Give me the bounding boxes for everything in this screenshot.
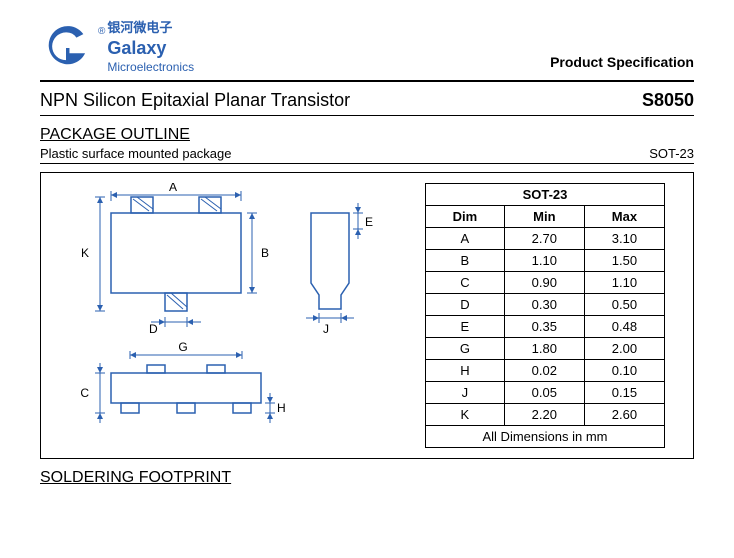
- package-svg: A B K D: [51, 183, 411, 443]
- package-subbar: Plastic surface mounted package SOT-23: [40, 146, 694, 164]
- brand-block: ® 银河微电子 Galaxy Microelectronics: [40, 20, 550, 76]
- title-bar: NPN Silicon Epitaxial Planar Transistor …: [40, 82, 694, 116]
- brand-english1: Galaxy: [107, 37, 194, 60]
- table-footer: All Dimensions in mm: [426, 425, 665, 447]
- table-row: E0.350.48: [426, 315, 665, 337]
- registered-mark: ®: [98, 26, 105, 37]
- section-package-outline: PACKAGE OUTLINE: [40, 126, 694, 144]
- table-row: A2.703.10: [426, 227, 665, 249]
- table-row: G1.802.00: [426, 337, 665, 359]
- table-row: D0.300.50: [426, 293, 665, 315]
- dim-label-j: J: [323, 322, 329, 336]
- dim-label-d: D: [149, 322, 158, 336]
- section-soldering-footprint: SOLDERING FOOTPRINT: [40, 469, 694, 487]
- dim-label-a: A: [169, 183, 177, 194]
- outline-box: A B K D: [40, 172, 694, 459]
- package-code: SOT-23: [649, 146, 694, 161]
- dim-label-b: B: [261, 246, 269, 260]
- brand-chinese: 银河微电子: [107, 20, 194, 37]
- product-spec-label: Product Specification: [550, 54, 694, 76]
- brand-english2: Microelectronics: [107, 60, 194, 76]
- table-title: SOT-23: [426, 183, 665, 205]
- package-drawings: A B K D: [51, 183, 411, 443]
- product-title: NPN Silicon Epitaxial Planar Transistor: [40, 90, 350, 111]
- table-row: J0.050.15: [426, 381, 665, 403]
- dim-label-g: G: [178, 340, 187, 354]
- col-min: Min: [504, 205, 584, 227]
- package-description: Plastic surface mounted package: [40, 146, 232, 161]
- col-dim: Dim: [426, 205, 505, 227]
- dim-label-k: K: [81, 246, 89, 260]
- col-max: Max: [584, 205, 664, 227]
- part-number: S8050: [642, 90, 694, 111]
- table-row: K2.202.60: [426, 403, 665, 425]
- dim-label-c: C: [80, 386, 89, 400]
- table-row: B1.101.50: [426, 249, 665, 271]
- brand-text: 银河微电子 Galaxy Microelectronics: [107, 20, 194, 76]
- dim-label-h: H: [277, 401, 286, 415]
- table-row: C0.901.10: [426, 271, 665, 293]
- page-header: ® 银河微电子 Galaxy Microelectronics Product …: [40, 20, 694, 82]
- logo-icon: [40, 22, 92, 74]
- datasheet-page: ® 银河微电子 Galaxy Microelectronics Product …: [0, 0, 734, 507]
- table-row: H0.020.10: [426, 359, 665, 381]
- dim-label-e: E: [365, 215, 373, 229]
- dimension-table: SOT-23 Dim Min Max A2.703.10 B1.101.50 C…: [425, 183, 665, 448]
